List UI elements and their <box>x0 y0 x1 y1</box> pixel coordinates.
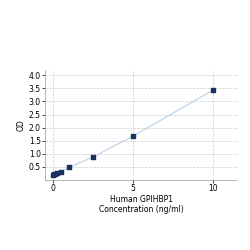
Y-axis label: OD: OD <box>17 119 26 131</box>
Point <box>59 170 63 173</box>
Point <box>212 88 216 92</box>
Point <box>131 134 135 138</box>
Point <box>53 172 57 176</box>
Point <box>51 173 55 177</box>
Point <box>91 155 95 159</box>
Point <box>52 172 56 176</box>
Point <box>67 166 71 170</box>
Point <box>55 171 59 175</box>
X-axis label: Human GPIHBP1
Concentration (ng/ml): Human GPIHBP1 Concentration (ng/ml) <box>99 194 184 214</box>
